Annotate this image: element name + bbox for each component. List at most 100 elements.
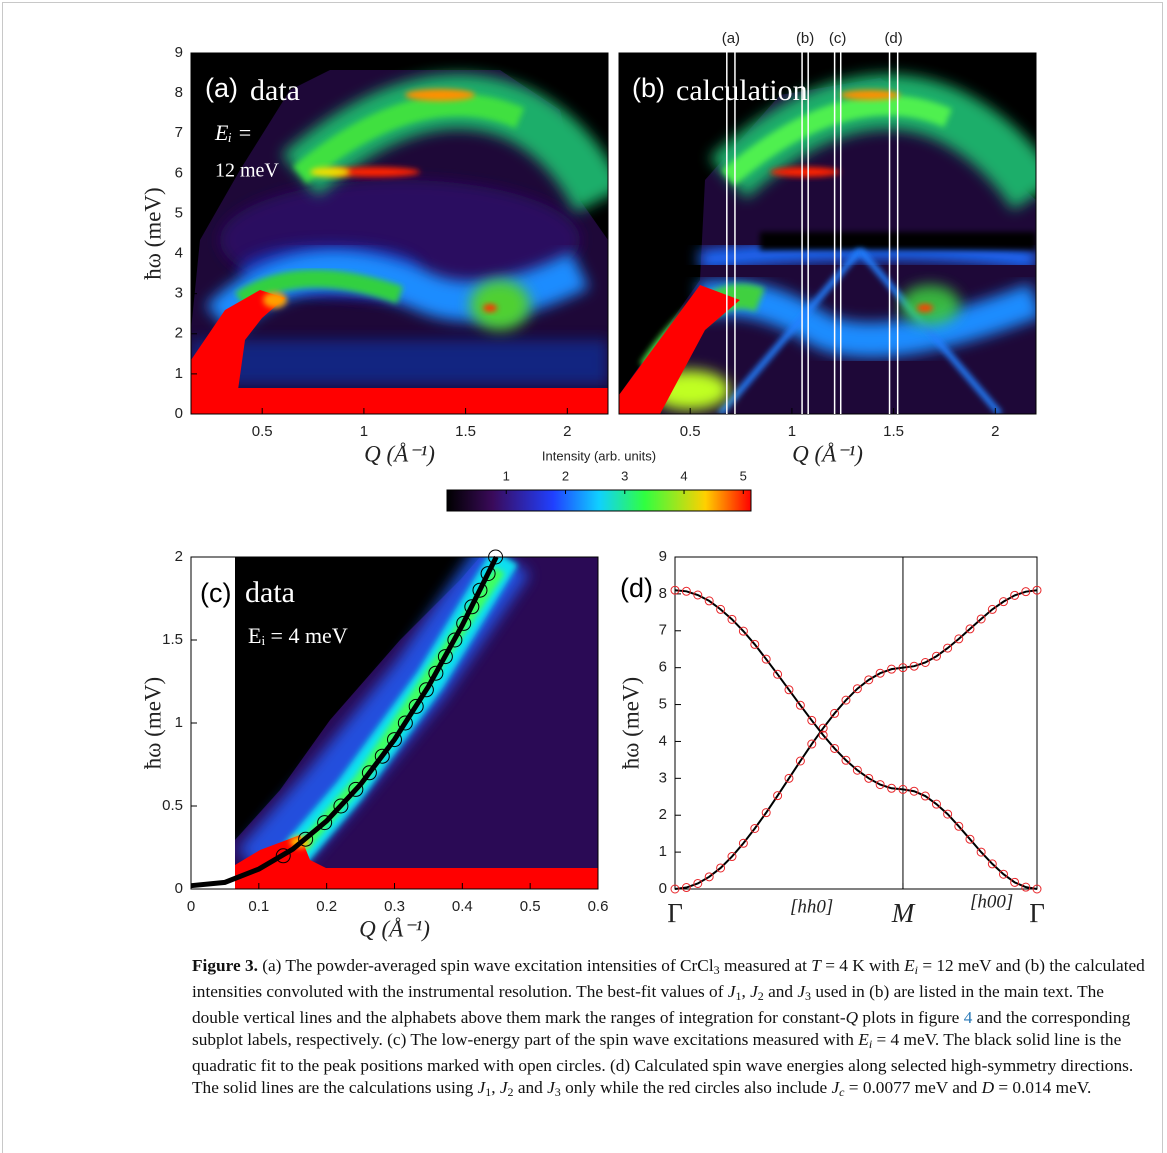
dispersion-point <box>898 784 908 794</box>
dispersion-point <box>887 664 897 674</box>
plot-frame <box>190 52 609 415</box>
peak-point <box>348 781 364 797</box>
dispersion-point <box>998 597 1008 607</box>
x-tick-label: 0.1 <box>248 898 269 915</box>
dispersion-point <box>841 695 851 705</box>
caption-text: 1 <box>735 989 742 1003</box>
peak-point <box>418 682 434 698</box>
integration-label: (c) <box>829 30 847 47</box>
y-tick-label: 9 <box>175 44 183 61</box>
caption-text: T <box>811 956 821 975</box>
y-tick-label: 5 <box>175 204 183 221</box>
dispersion-point <box>1021 587 1031 597</box>
peak-point <box>447 632 463 648</box>
y-tick-label: 6 <box>659 659 667 676</box>
caption-text: 1 <box>485 1085 492 1099</box>
y-tick-label: 2 <box>175 548 183 565</box>
dispersion-point <box>681 586 691 596</box>
annotation: data <box>250 74 300 107</box>
annotation: Eᵢ = <box>214 120 252 145</box>
annotation: calculation <box>676 74 808 107</box>
colorbar-tick-label: 2 <box>562 468 569 483</box>
caption-text: 2 <box>757 989 764 1003</box>
y-tick-label: 1.5 <box>162 631 183 648</box>
y-tick-label: 3 <box>175 285 183 302</box>
caption-text: = 4 K with <box>820 956 905 975</box>
caption-text: J <box>547 1078 555 1097</box>
y-tick-label: 7 <box>659 622 667 639</box>
y-tick-label: 4 <box>175 245 183 262</box>
colorbar-tick-label: 4 <box>680 468 687 483</box>
dispersion-point <box>716 604 726 614</box>
x-tick-label: M <box>891 898 916 928</box>
caption-text: i <box>868 1037 873 1051</box>
dispersion-point <box>670 585 680 595</box>
dispersion-point <box>943 809 953 819</box>
caption-text: and the corresponding subplot labels, re… <box>192 1008 1131 1049</box>
fit-line <box>190 555 499 889</box>
dispersion-point <box>875 780 885 790</box>
x-tick-label: 0.4 <box>452 898 473 915</box>
caption-text: only while the red circles also include <box>560 1078 832 1097</box>
dispersion-point <box>784 773 794 783</box>
y-tick-label: 0 <box>659 880 667 897</box>
dispersion-point <box>864 675 874 685</box>
dispersion-point <box>898 663 908 673</box>
colorbar-tick-label: 5 <box>740 468 747 483</box>
dispersion-point <box>1021 882 1031 892</box>
dispersion-point <box>716 863 726 873</box>
integration-label: (a) <box>722 30 740 47</box>
dispersion-point <box>773 791 783 801</box>
x-tick-label: Γ <box>1029 898 1045 928</box>
x-axis-label: Q (Å⁻¹) <box>792 441 863 466</box>
dispersion-point <box>750 639 760 649</box>
annotation: Eᵢ = 4 meV <box>248 623 348 648</box>
annotation: [hh0] <box>790 896 833 917</box>
caption-text: plots in figure <box>858 1008 964 1027</box>
x-tick-label: 2 <box>991 423 999 440</box>
dispersion-point <box>727 852 737 862</box>
dispersion-point <box>761 654 771 664</box>
caption-text: D <box>981 1078 995 1097</box>
x-tick-label: 0.6 <box>588 898 609 915</box>
peak-point <box>480 566 496 582</box>
dispersion-point <box>704 872 714 882</box>
panel-label: (d) <box>620 573 653 603</box>
peak-point <box>397 715 413 731</box>
peak-point <box>408 698 424 714</box>
panel-label: (b) <box>632 73 665 103</box>
dispersion-point <box>987 859 997 869</box>
heatmap-b <box>619 53 1036 414</box>
y-tick-label: 0 <box>175 405 183 422</box>
caption-text: 3 <box>554 1085 561 1099</box>
dispersion-point <box>954 634 964 644</box>
x-axis-label: Q (Å⁻¹) <box>359 916 430 941</box>
y-tick-label: 9 <box>659 548 667 565</box>
dispersion-point <box>852 765 862 775</box>
x-tick-label: 1 <box>360 423 368 440</box>
plot-frame <box>674 556 1038 890</box>
dispersion-point <box>818 730 828 740</box>
dispersion-point <box>841 755 851 765</box>
dispersion-point <box>795 756 805 766</box>
dispersion-point <box>965 624 975 634</box>
x-tick-label: 0.5 <box>252 423 273 440</box>
dispersion-point <box>1032 884 1042 894</box>
peak-point <box>437 649 453 665</box>
caption-text: , <box>741 982 751 1001</box>
peak-point <box>456 615 472 631</box>
y-tick-label: 2 <box>175 325 183 342</box>
x-tick-label: 0.5 <box>680 423 701 440</box>
caption-text: Q <box>845 1008 859 1027</box>
y-tick-label: 0 <box>175 880 183 897</box>
peak-point <box>472 582 488 598</box>
figure-link[interactable]: 4 <box>963 1008 973 1027</box>
colorbar-label: Intensity (arb. units) <box>542 448 656 463</box>
heatmap-a <box>191 53 608 414</box>
dispersion-point <box>931 799 941 809</box>
dispersion-point <box>987 604 997 614</box>
dispersion-point <box>965 834 975 844</box>
dispersion-point <box>864 773 874 783</box>
dispersion-point <box>887 783 897 793</box>
